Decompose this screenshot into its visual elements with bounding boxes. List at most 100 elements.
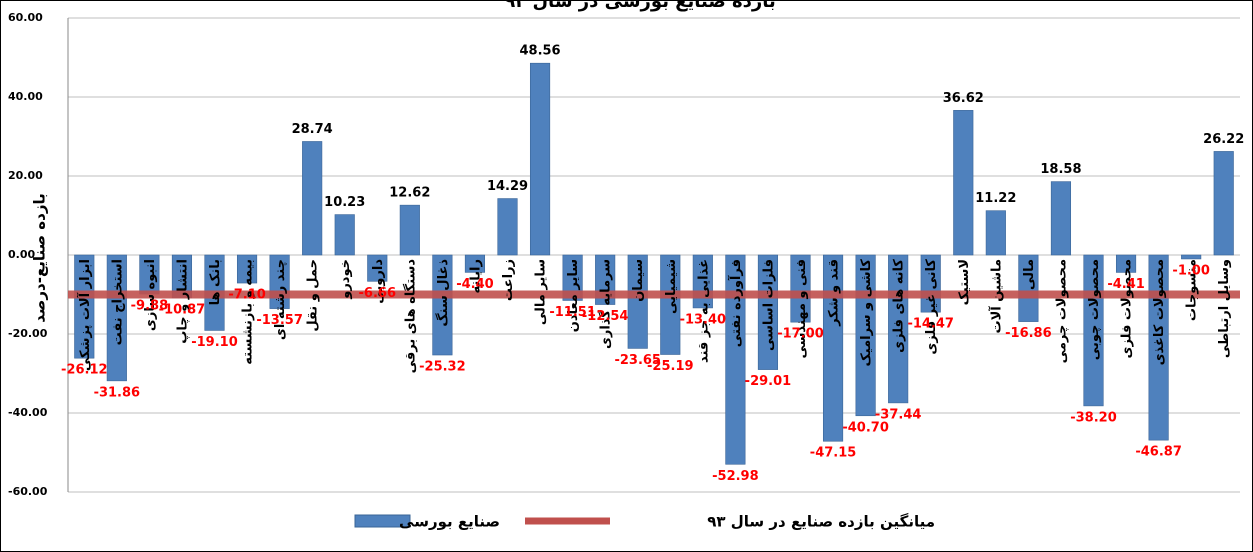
chart-title: بازده صنایع بورسی در سال ۹۳ (504, 0, 776, 12)
value-label: 36.62 (943, 91, 984, 106)
x-tick-label: محصولات چوبی (1087, 259, 1102, 360)
value-label: 14.29 (487, 179, 528, 194)
legend-label: میانگین بازده صنایع در سال ۹۳ (707, 513, 935, 531)
y-tick-label: 40.00 (8, 90, 43, 103)
value-label: 10.23 (324, 195, 365, 210)
x-tick-label: فنی و مهندسی (794, 259, 809, 359)
x-tick-label: ذغال سنگ (435, 259, 451, 327)
x-tick-label: محصولات کاغذی (1152, 259, 1167, 365)
x-tick-label: محصولات چرمی (1054, 259, 1069, 363)
x-tick-label: سیمان (631, 259, 646, 302)
x-tick-label: شیمیایی (664, 259, 679, 314)
value-label: 11.22 (975, 191, 1016, 206)
bar (627, 254, 648, 349)
value-label: -19.10 (191, 335, 238, 350)
bar (1148, 254, 1169, 441)
x-tick-label: کاشی و سرامیک (859, 259, 874, 367)
bar (106, 254, 127, 382)
value-label: -31.86 (94, 385, 141, 400)
value-label: 26.22 (1203, 132, 1244, 147)
value-label: -26.12 (61, 363, 108, 378)
bar (1115, 254, 1137, 273)
y-tick-label: 60.00 (8, 11, 43, 24)
x-tick-label: استخراج نفت (110, 259, 125, 345)
x-tick-label: منسوجات (1185, 259, 1200, 321)
x-tick-label: خودرو (338, 259, 353, 300)
x-tick-label: کانی غیر فلزی (924, 259, 939, 355)
x-tick-label: رایانه (468, 259, 483, 293)
x-tick-label: مالی (1022, 259, 1037, 290)
value-label: -46.87 (1135, 445, 1182, 460)
bar (432, 254, 453, 356)
bar (1018, 254, 1039, 322)
value-label: -17.00 (777, 327, 824, 342)
bar (367, 254, 388, 282)
value-label: -47.15 (810, 446, 857, 461)
x-tick-label: انبوه سازی (143, 259, 158, 331)
legend-label: صنایع بورسی (399, 513, 500, 531)
x-tick-label: سرمایه گذاری (598, 259, 614, 349)
value-label: -40.70 (842, 420, 889, 435)
y-tick-label: -40.00 (8, 406, 48, 419)
value-label: -4.40 (456, 277, 493, 292)
bar (985, 210, 1006, 256)
x-tick-label: فلزات اساسی (761, 259, 776, 351)
bar (660, 254, 681, 355)
bar (790, 254, 811, 323)
x-tick-label: انتشار و چاپ (175, 259, 190, 344)
value-label: -25.32 (419, 360, 466, 375)
value-label: -11.51 (549, 305, 596, 320)
y-tick-label: 20.00 (8, 169, 43, 182)
bar (74, 254, 95, 359)
y-tick-label: -60.00 (8, 485, 48, 498)
value-label: -52.98 (712, 469, 759, 484)
x-tick-label: ماشین آلات (987, 259, 1004, 333)
x-tick-label: چند رشته ای (273, 259, 288, 340)
bar (399, 204, 420, 256)
bar (725, 254, 746, 465)
x-tick-label: ابزار آلات پزشکی (76, 259, 93, 371)
x-tick-label: دارویی (371, 259, 386, 304)
bar (334, 214, 355, 256)
legend-swatch (354, 514, 411, 528)
value-label: -13.57 (256, 313, 303, 328)
x-tick-label: وسایل ارتباطی (1217, 259, 1232, 358)
bar (236, 254, 258, 284)
value-label: -29.01 (745, 374, 792, 389)
value-label: -16.86 (1005, 326, 1052, 341)
y-tick-label: 0.00 (8, 248, 35, 261)
bar (1181, 254, 1202, 260)
bar (1213, 151, 1234, 256)
value-label: -14.47 (907, 317, 954, 332)
value-label: -37.44 (875, 407, 922, 422)
value-label: 28.74 (292, 122, 333, 137)
x-tick-label: دستگاه های برقی (402, 259, 418, 374)
x-tick-label: حمل و نقل (306, 259, 321, 332)
value-label: -4.41 (1107, 277, 1144, 292)
value-label: -23.65 (614, 353, 661, 368)
x-tick-label: قند و شکر (827, 259, 842, 327)
value-label: 48.56 (519, 44, 560, 59)
x-tick-label: فرآورده نفتی (727, 259, 744, 347)
bar (497, 198, 518, 256)
value-label: -38.20 (1070, 410, 1117, 425)
bar (302, 141, 323, 256)
x-tick-label: سایر معادن (566, 259, 581, 332)
bar (529, 62, 551, 256)
value-label: -9.88 (131, 299, 168, 314)
bar (953, 110, 974, 256)
value-label: -25.19 (647, 359, 694, 374)
bar (464, 254, 486, 273)
y-tick-label: -20.00 (8, 327, 48, 340)
x-tick-label: محصولات فلزی (1120, 259, 1135, 358)
y-axis-label: بازده صنایع-درصد (31, 193, 49, 323)
value-label: -13.40 (680, 312, 727, 327)
x-tick-label: بانک ها (208, 259, 223, 305)
x-tick-label: سایر مالی (534, 259, 549, 325)
value-label: 12.62 (389, 186, 430, 201)
bar (562, 254, 583, 301)
value-label: -6.66 (359, 286, 396, 301)
x-tick-label: بیمه و بازنشسته (241, 259, 256, 365)
x-tick-label: زراعت (501, 259, 516, 301)
